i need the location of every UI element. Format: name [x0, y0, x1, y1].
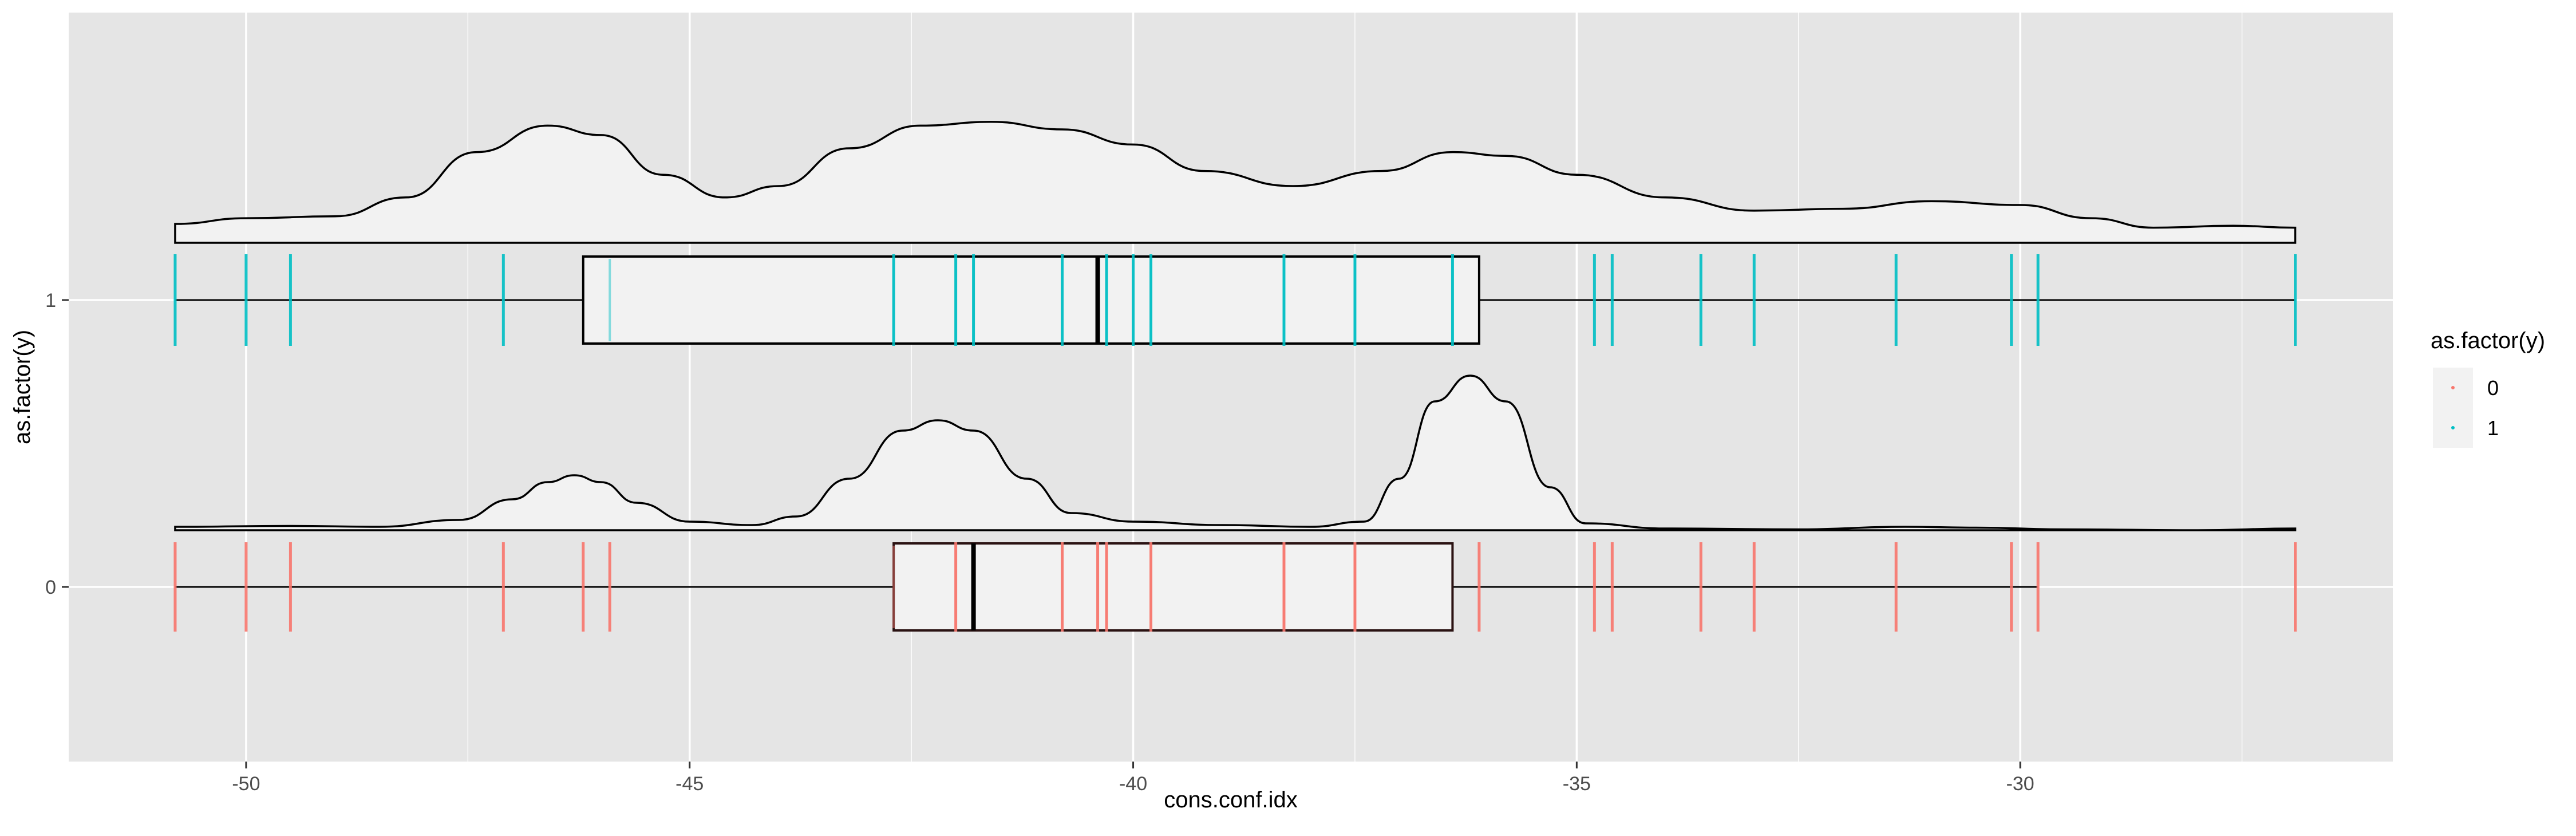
density-layer — [174, 121, 2297, 531]
legend-label-0: 0 — [2487, 376, 2499, 400]
x-tick-label: -40 — [1119, 773, 1147, 795]
legend-dot-0 — [2451, 386, 2455, 389]
density-curve-1 — [174, 121, 2297, 244]
legend-dot-1 — [2451, 426, 2455, 429]
x-tick-label: -30 — [2006, 773, 2034, 795]
y-tick-label: 1 — [45, 290, 56, 311]
legend-title: as.factor(y) — [2431, 328, 2545, 353]
x-tick-label: -35 — [1563, 773, 1591, 795]
x-axis-title: cons.conf.idx — [1164, 787, 1297, 813]
rug-layer — [173, 254, 2297, 632]
boxplot-layer — [175, 255, 2296, 632]
legend: as.factor(y) 0 1 — [2431, 328, 2545, 448]
box-0 — [892, 542, 1454, 632]
y-tick-label: 0 — [45, 577, 56, 598]
box-1 — [582, 255, 1480, 345]
legend-label-1: 1 — [2487, 416, 2499, 440]
plot-panel — [69, 13, 2393, 762]
y-axis-title: as.factor(y) — [10, 330, 35, 444]
x-tick-label: -45 — [675, 773, 704, 795]
axis-layer: -50 -45 -40 -35 -30 0 1 — [45, 290, 2034, 795]
x-tick-label: -50 — [232, 773, 260, 795]
density-curve-0 — [174, 374, 2297, 531]
